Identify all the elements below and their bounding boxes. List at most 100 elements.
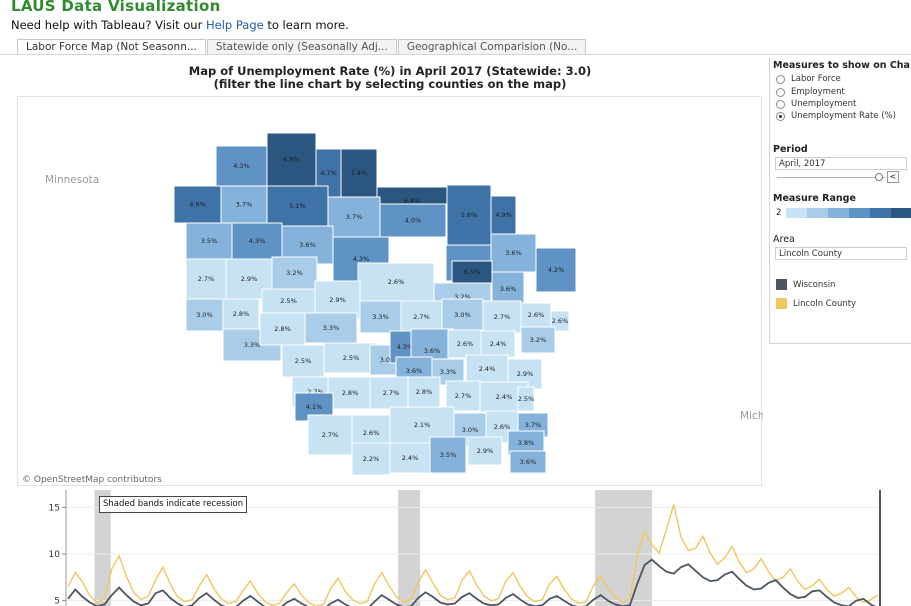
county-region[interactable]: 5.6% <box>446 184 492 246</box>
county-shape[interactable] <box>445 380 481 412</box>
county-region[interactable]: 6.5% <box>451 260 493 284</box>
radio-button[interactable] <box>776 74 785 84</box>
county-shape[interactable] <box>447 329 483 359</box>
period-select[interactable]: April, 2017 <box>775 157 907 170</box>
county-region[interactable]: 3.7% <box>327 196 381 238</box>
county-shape[interactable] <box>357 262 435 302</box>
county-shape[interactable] <box>185 258 227 300</box>
county-shape[interactable] <box>281 344 325 378</box>
county-shape[interactable] <box>446 184 492 246</box>
county-region[interactable]: 2.6% <box>447 329 483 359</box>
county-region[interactable]: 2.7% <box>400 300 443 334</box>
county-region[interactable]: 2.2% <box>351 442 391 476</box>
series-line-wisconsin[interactable] <box>67 558 878 606</box>
legend-item-lincoln-county[interactable]: Lincoln County <box>776 298 856 309</box>
county-layer[interactable]: 4.3% 6.8% 4.7% 7.4% 6.4% 5.6% 4.9% 4.9% 3.7% 5.1%… <box>173 132 577 476</box>
county-shape[interactable] <box>379 203 447 238</box>
radio-button-selected[interactable] <box>776 111 785 121</box>
county-shape[interactable] <box>517 386 535 412</box>
line-chart[interactable]: 15 10 5 Shaded bands indicate recession <box>0 490 911 606</box>
county-shape[interactable] <box>550 310 570 332</box>
county-region[interactable]: 4.0% <box>379 203 447 238</box>
county-region[interactable]: 4.2% <box>535 247 577 293</box>
county-region[interactable]: 2.8% <box>259 312 306 346</box>
county-shape[interactable] <box>173 185 222 224</box>
tab-geographical-comparison[interactable]: Geographical Comparision (No... <box>397 39 587 55</box>
county-region[interactable]: 2.9% <box>467 436 503 466</box>
county-shape[interactable] <box>441 298 484 332</box>
county-shape[interactable] <box>271 256 318 290</box>
county-shape[interactable] <box>490 195 517 235</box>
county-shape[interactable] <box>509 450 547 474</box>
county-shape[interactable] <box>359 300 402 334</box>
county-region[interactable]: 3.5% <box>429 436 467 474</box>
map-attribution[interactable]: © OpenStreetMap contributors <box>22 475 162 485</box>
county-shape[interactable] <box>340 148 378 198</box>
tab-statewide-only[interactable]: Statewide only (Seasonally Adj... <box>206 39 397 55</box>
county-shape[interactable] <box>407 376 441 408</box>
county-region[interactable]: 2.5% <box>323 342 379 374</box>
county-region[interactable]: 2.8% <box>407 376 441 408</box>
county-region[interactable]: 2.8% <box>327 376 373 410</box>
county-shape[interactable] <box>467 436 503 466</box>
help-page-link[interactable]: Help Page <box>205 18 264 32</box>
county-region[interactable]: 2.4% <box>389 442 431 474</box>
county-region[interactable]: 3.6% <box>491 271 525 307</box>
county-region[interactable]: 2.7% <box>445 380 481 412</box>
measure-option-unemployment-rate[interactable]: Unemployment Rate (%) <box>776 111 896 121</box>
county-region[interactable]: 3.3% <box>304 312 358 344</box>
county-region[interactable]: 2.7% <box>307 414 353 456</box>
county-region[interactable]: 2.9% <box>225 258 273 300</box>
county-shape[interactable] <box>490 233 537 273</box>
county-region[interactable]: 2.5% <box>261 288 316 314</box>
county-region[interactable]: 3.3% <box>359 300 402 334</box>
county-region[interactable]: 2.6% <box>520 302 552 328</box>
county-shape[interactable] <box>304 312 358 344</box>
county-region[interactable]: 2.7% <box>482 300 522 334</box>
county-shape[interactable] <box>369 376 413 410</box>
map-canvas[interactable]: Minnesota Mich 4.3%6.8%4.7% 7.4%6.4%5.6% 4… <box>18 97 763 487</box>
county-shape[interactable] <box>491 271 525 307</box>
legend-item-wisconsin[interactable]: Wisconsin <box>776 279 835 290</box>
county-region[interactable]: 3.5% <box>185 222 233 260</box>
county-shape[interactable] <box>307 414 353 456</box>
county-region[interactable]: 3.2% <box>520 326 556 354</box>
county-region[interactable]: 2.5% <box>517 386 535 412</box>
area-select[interactable]: Lincoln County <box>775 247 907 260</box>
county-region[interactable]: 3.6% <box>509 450 547 474</box>
county-region[interactable]: 5.1% <box>266 185 329 227</box>
map-view[interactable]: Minnesota Mich 4.3% 6.8% 4.7% 7.4% 6.4% 5.6% 4… <box>17 96 763 487</box>
measure-option-unemployment[interactable]: Unemployment <box>776 99 856 109</box>
county-region[interactable]: 3.7% <box>220 185 268 224</box>
county-region[interactable]: 2.4% <box>480 330 516 358</box>
county-region[interactable]: 2.4% <box>465 354 509 384</box>
county-shape[interactable] <box>535 247 577 293</box>
county-region[interactable]: 3.2% <box>271 256 318 290</box>
period-slider-track[interactable] <box>777 177 885 178</box>
county-shape[interactable] <box>327 196 381 238</box>
county-region[interactable]: 7.4% <box>340 148 378 198</box>
county-shape[interactable] <box>429 436 467 474</box>
county-region[interactable]: 4.3% <box>215 145 268 187</box>
county-shape[interactable] <box>185 222 233 260</box>
county-shape[interactable] <box>520 326 556 354</box>
county-region[interactable]: 4.9% <box>490 195 517 235</box>
radio-button[interactable] <box>776 87 785 97</box>
county-region[interactable]: 4.3% <box>231 222 283 260</box>
period-slider-handle[interactable] <box>875 173 883 181</box>
county-region[interactable]: 2.7% <box>369 376 413 410</box>
county-region[interactable]: 4.9% <box>173 185 222 224</box>
radio-button[interactable] <box>776 99 785 109</box>
county-region[interactable]: 2.5% <box>281 344 325 378</box>
county-shape[interactable] <box>323 342 379 374</box>
county-shape[interactable] <box>351 442 391 476</box>
county-region[interactable]: 2.8% <box>222 298 260 330</box>
measure-option-labor-force[interactable]: Labor Force <box>776 74 841 84</box>
county-shape[interactable] <box>225 258 273 300</box>
county-region[interactable]: 2.6% <box>550 310 570 332</box>
county-shape[interactable] <box>480 330 516 358</box>
tab-labor-force-map[interactable]: Labor Force Map (Not Seasonn... <box>17 39 206 55</box>
county-region[interactable]: 3.0% <box>441 298 484 332</box>
county-shape[interactable] <box>220 185 268 224</box>
county-region[interactable]: 2.6% <box>357 262 435 302</box>
